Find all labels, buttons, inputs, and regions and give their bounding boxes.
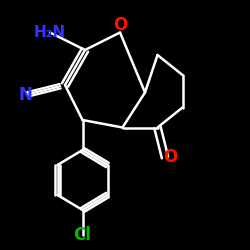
Text: N: N <box>18 86 32 104</box>
Text: H₂N: H₂N <box>34 25 66 40</box>
Text: O: O <box>113 16 127 34</box>
Text: Cl: Cl <box>74 226 92 244</box>
Text: O: O <box>163 148 177 166</box>
